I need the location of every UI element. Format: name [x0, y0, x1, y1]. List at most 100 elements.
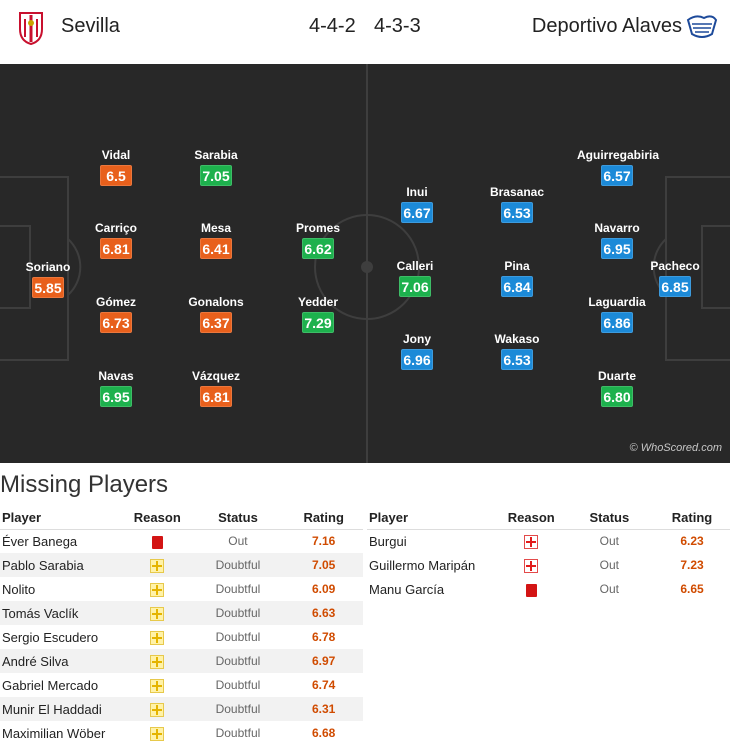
player-rating: 6.53 [501, 202, 533, 223]
column-player: Player [0, 507, 121, 530]
player-navas[interactable]: Navas 6.95 [76, 369, 156, 407]
missing-status: Doubtful [191, 649, 283, 673]
player-rating: 6.81 [100, 238, 132, 259]
column-rating: Rating [652, 507, 730, 530]
missing-player-name[interactable]: Burgui [367, 529, 496, 553]
player-name: Laguardia [588, 295, 646, 309]
player-rating: 6.80 [601, 386, 633, 407]
player-rating: 6.81 [200, 386, 232, 407]
missing-player-name[interactable]: Gabriel Mercado [0, 673, 121, 697]
player-soriano[interactable]: Soriano 5.85 [8, 260, 88, 298]
player-duarte[interactable]: Duarte 6.80 [577, 369, 657, 407]
missing-rating: 7.16 [282, 529, 363, 553]
missing-player-name[interactable]: Guillermo Maripán [367, 553, 496, 577]
player-vidal[interactable]: Vidal 6.5 [76, 148, 156, 186]
player-name: Wakaso [494, 332, 540, 346]
table-row: Guillermo Maripán Out 7.23 [367, 553, 730, 577]
home-team-name[interactable]: Sevilla [61, 15, 120, 37]
doubtful-icon [150, 558, 165, 573]
table-row: André Silva Doubtful 6.97 [0, 649, 363, 673]
table-row: Tomás Vaclík Doubtful 6.63 [0, 601, 363, 625]
player-rating: 6.62 [302, 238, 334, 259]
player-wakaso[interactable]: Wakaso 6.53 [477, 332, 557, 370]
column-rating: Rating [282, 507, 363, 530]
table-header-row: Player Reason Status Rating [0, 507, 363, 530]
doubtful-icon [150, 678, 165, 693]
missing-player-name[interactable]: Éver Banega [0, 529, 121, 553]
column-status: Status [191, 507, 283, 530]
player-rating: 6.67 [401, 202, 433, 223]
player-promes[interactable]: Promes 6.62 [278, 221, 358, 259]
player-rating: 6.96 [401, 349, 433, 370]
missing-rating: 6.68 [282, 721, 363, 745]
player-rating: 6.53 [501, 349, 533, 370]
missing-status: Doubtful [191, 553, 283, 577]
player-name: Aguirregabiria [577, 148, 660, 162]
table-row: Sergio Escudero Doubtful 6.78 [0, 625, 363, 649]
player-name: Gómez [95, 295, 136, 309]
missing-rating: 6.78 [282, 625, 363, 649]
doubtful-icon [150, 702, 165, 717]
missing-rating: 6.31 [282, 697, 363, 721]
missing-rating: 6.65 [652, 577, 730, 601]
player-name: Carriço [94, 221, 138, 235]
missing-status: Doubtful [191, 721, 283, 745]
player-name: Brasanac [489, 185, 545, 199]
table-header-row: Player Reason Status Rating [367, 507, 730, 530]
missing-rating: 7.05 [282, 553, 363, 577]
missing-player-name[interactable]: Sergio Escudero [0, 625, 121, 649]
player-rating: 6.37 [200, 312, 232, 333]
missing-player-name[interactable]: Munir El Haddadi [0, 697, 121, 721]
player-name: Navarro [594, 221, 640, 235]
player-name: Inui [406, 185, 428, 199]
player-name: Vázquez [191, 369, 240, 383]
missing-status: Out [564, 577, 653, 601]
player-rating: 7.05 [200, 165, 232, 186]
player-name: Pina [504, 259, 530, 273]
player-pina[interactable]: Pina 6.84 [477, 259, 557, 297]
missing-player-name[interactable]: Maximilian Wöber [0, 721, 121, 745]
missing-rating: 6.09 [282, 577, 363, 601]
player-brasanac[interactable]: Brasanac 6.53 [477, 185, 557, 223]
player-calleri[interactable]: Calleri 7.06 [375, 259, 455, 297]
player-vazquez[interactable]: Vázquez 6.81 [176, 369, 256, 407]
missing-player-name[interactable]: Manu García [367, 577, 496, 601]
table-row: Burgui Out 6.23 [367, 529, 730, 553]
missing-player-name[interactable]: André Silva [0, 649, 121, 673]
table-row: Maximilian Wöber Doubtful 6.68 [0, 721, 363, 745]
away-team-name[interactable]: Deportivo Alaves [531, 15, 682, 37]
player-gonalons[interactable]: Gonalons 6.37 [176, 295, 256, 333]
player-carrico[interactable]: Carriço 6.81 [76, 221, 156, 259]
home-missing-table: Player Reason Status Rating Éver Banega … [0, 507, 363, 745]
home-formation: 4-4-2 [309, 15, 356, 37]
missing-player-name[interactable]: Tomás Vaclík [0, 601, 121, 625]
missing-player-name[interactable]: Pablo Sarabia [0, 553, 121, 577]
player-laguardia[interactable]: Laguardia 6.86 [577, 295, 657, 333]
player-inui[interactable]: Inui 6.67 [377, 185, 457, 223]
player-sarabia[interactable]: Sarabia 7.05 [176, 148, 256, 186]
player-rating: 6.95 [601, 238, 633, 259]
player-pacheco[interactable]: Pacheco 6.85 [635, 259, 715, 297]
player-name: Vidal [101, 148, 131, 162]
player-aguirregabiria[interactable]: Aguirregabiria 6.57 [577, 148, 660, 186]
player-rating: 6.95 [100, 386, 132, 407]
table-row: Éver Banega Out 7.16 [0, 529, 363, 553]
doubtful-icon [150, 630, 165, 645]
player-yedder[interactable]: Yedder 7.29 [278, 295, 358, 333]
red-card-icon [151, 535, 163, 549]
missing-rating: 6.97 [282, 649, 363, 673]
player-jony[interactable]: Jony 6.96 [377, 332, 457, 370]
player-gomez[interactable]: Gómez 6.73 [76, 295, 156, 333]
missing-players-title: Missing Players [0, 471, 169, 498]
player-name: Gonalons [188, 295, 244, 309]
missing-player-name[interactable]: Nolito [0, 577, 121, 601]
injury-icon [524, 535, 539, 550]
table-row: Gabriel Mercado Doubtful 6.74 [0, 673, 363, 697]
table-row: Nolito Doubtful 6.09 [0, 577, 363, 601]
match-header: Sevilla 4-4-2 4-3-3 Deportivo Alaves [0, 0, 730, 62]
missing-status: Out [564, 553, 653, 577]
missing-status: Doubtful [191, 697, 283, 721]
player-rating: 7.06 [399, 276, 431, 297]
player-navarro[interactable]: Navarro 6.95 [577, 221, 657, 259]
player-mesa[interactable]: Mesa 6.41 [176, 221, 256, 259]
